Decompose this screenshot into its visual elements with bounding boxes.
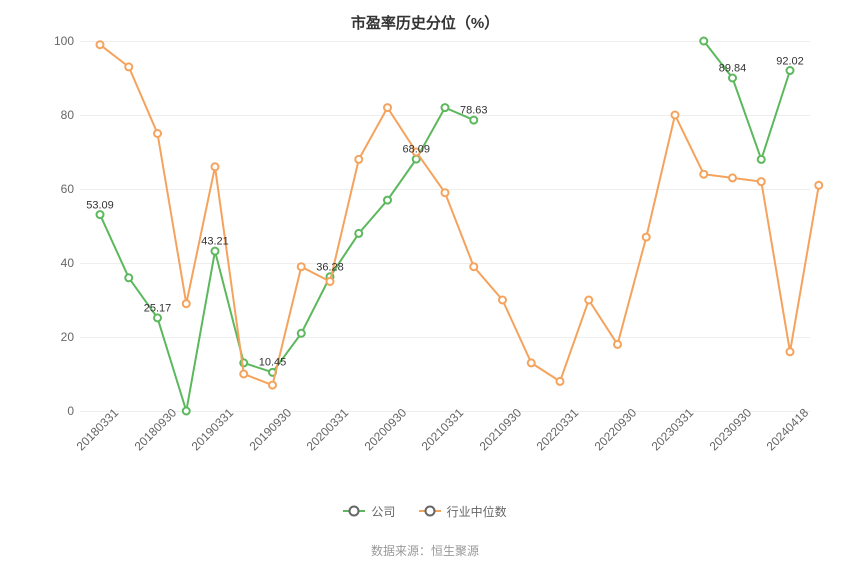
chart-title: 市盈率历史分位（%）: [20, 12, 830, 33]
series-marker: [442, 104, 449, 111]
series-marker: [787, 67, 794, 74]
legend-swatch-company: [343, 510, 365, 512]
legend-marker: [426, 508, 433, 515]
x-tick-label: 20230930: [706, 406, 754, 454]
series-marker: [355, 230, 362, 237]
data-label: 10.45: [259, 357, 287, 369]
y-tick-label: 0: [67, 404, 80, 418]
series-marker: [298, 330, 305, 337]
x-tick-label: 20200331: [304, 406, 352, 454]
series-marker: [125, 274, 132, 281]
series-marker: [183, 300, 190, 307]
series-line: [100, 45, 819, 385]
data-label: 36.28: [316, 261, 344, 273]
x-tick-label: 20190331: [189, 406, 237, 454]
legend-swatch-industry: [419, 510, 441, 512]
series-marker: [97, 41, 104, 48]
series-marker: [672, 112, 679, 119]
series-marker: [97, 211, 104, 218]
series-marker: [125, 63, 132, 70]
data-label: 43.21: [201, 236, 229, 248]
data-label: 53.09: [86, 199, 114, 211]
series-marker: [700, 38, 707, 45]
series-marker: [269, 382, 276, 389]
series-marker: [384, 104, 391, 111]
legend-item-industry: 行业中位数: [419, 503, 507, 520]
legend-marker: [351, 508, 358, 515]
x-tick-label: 20180930: [131, 406, 179, 454]
x-tick-label: 20220930: [591, 406, 639, 454]
series-marker: [557, 378, 564, 385]
y-tick-label: 60: [61, 182, 80, 196]
x-tick-label: 20210930: [476, 406, 524, 454]
source-text: 数据来源：恒生聚源: [20, 542, 830, 559]
series-marker: [758, 178, 765, 185]
x-tick-label: 20200930: [361, 406, 409, 454]
y-tick-label: 20: [61, 330, 80, 344]
data-label: 92.02: [776, 55, 804, 67]
series-marker: [355, 156, 362, 163]
y-tick-label: 100: [54, 34, 80, 48]
legend-label-company: 公司: [371, 503, 395, 520]
x-tick-label: 20190930: [246, 406, 294, 454]
series-marker: [499, 297, 506, 304]
series-marker: [729, 75, 736, 82]
series-marker: [470, 117, 477, 124]
series-marker: [643, 234, 650, 241]
series-marker: [442, 189, 449, 196]
series-marker: [298, 263, 305, 270]
series-marker: [154, 314, 161, 321]
series-marker: [528, 359, 535, 366]
y-axis: 020406080100: [20, 41, 80, 471]
series-marker: [470, 263, 477, 270]
series-marker: [240, 371, 247, 378]
series-marker: [212, 163, 219, 170]
data-label: 89.84: [719, 62, 747, 74]
legend-item-company: 公司: [343, 503, 395, 520]
series-marker: [787, 348, 794, 355]
series-marker: [758, 156, 765, 163]
x-tick-label: 20220331: [534, 406, 582, 454]
data-label: 78.63: [460, 104, 488, 116]
x-tick-label: 20180331: [74, 406, 122, 454]
series-marker: [729, 174, 736, 181]
legend: 公司 行业中位数: [20, 501, 830, 520]
data-label: 68.09: [402, 143, 430, 155]
plot-wrap: 020406080100 53.0925.1743.2110.4536.2868…: [20, 41, 830, 471]
series-marker: [154, 130, 161, 137]
series-marker: [614, 341, 621, 348]
x-tick-label: 20240418: [764, 406, 812, 454]
series-marker: [700, 171, 707, 178]
x-tick-label: 20210331: [419, 406, 467, 454]
chart-container: 市盈率历史分位（%） 0 20 40 60 80 100 53.09 25.17 43.21 1…: [0, 0, 850, 574]
series-marker: [212, 248, 219, 255]
data-label: 25.17: [144, 302, 172, 314]
plot-area: 53.09 25.17 43.21 10.45 36.28 68.09 78.63 89.84…: [80, 41, 810, 411]
y-tick-label: 80: [61, 108, 80, 122]
series-marker: [384, 197, 391, 204]
y-tick-label: 40: [61, 256, 80, 270]
series-marker: [585, 297, 592, 304]
x-axis: 2018033120180930201903312019093020200331…: [80, 411, 810, 471]
series-marker: [815, 182, 822, 189]
series-marker: [327, 278, 334, 285]
x-tick-label: 20230331: [649, 406, 697, 454]
legend-label-industry: 行业中位数: [447, 503, 507, 520]
line-layer: [80, 41, 810, 411]
